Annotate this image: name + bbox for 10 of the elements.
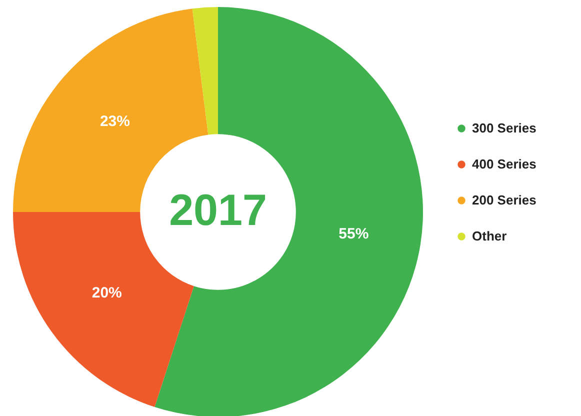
data-label: 20% (92, 284, 122, 302)
data-label: 55% (338, 225, 369, 242)
legend-label: Other (472, 228, 507, 244)
legend-label: 400 Series (472, 156, 536, 172)
donut-slice (154, 7, 423, 416)
legend-label: 300 Series (472, 120, 536, 136)
legend-label: 200 Series (472, 192, 536, 208)
text: 2017 (169, 186, 267, 235)
data-label: 23% (100, 113, 130, 130)
donut-slice (192, 7, 218, 135)
